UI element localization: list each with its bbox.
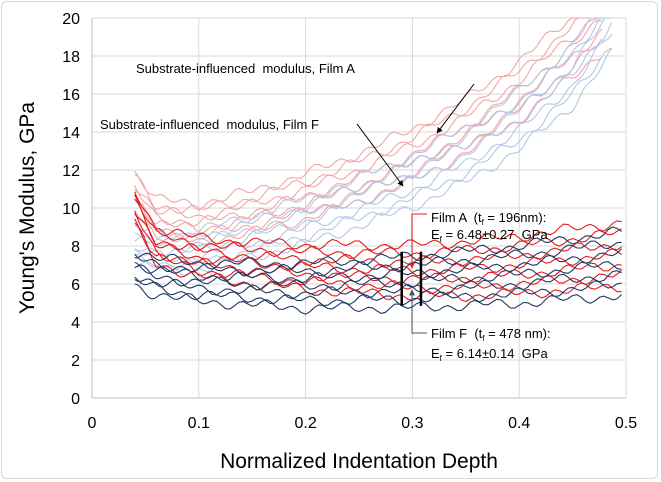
series-line	[134, 17, 602, 221]
annotation-film-a-modulus: Ef = 6.48±0.27 GPa	[431, 227, 548, 244]
y-tick-label: 14	[62, 125, 80, 142]
series-line	[134, 276, 622, 307]
series-line	[134, 226, 622, 270]
annotations: Substrate-influenced modulus, Film A Sub…	[100, 61, 551, 363]
arrow-film-f-substrate	[356, 123, 404, 187]
y-tick-label: 10	[62, 201, 80, 218]
x-tick-label: 0	[88, 415, 97, 432]
series-line	[134, 211, 622, 286]
tick-labels: 0 0.1 0.2 0.3 0.4 0.5 0 2 4 6 8 10 12 14 16 18 20	[62, 11, 637, 432]
series-line	[134, 21, 613, 257]
x-tick-label: 0.3	[401, 415, 423, 432]
series-line	[134, 248, 622, 284]
y-tick-label: 6	[71, 277, 80, 294]
x-tick-label: 0.4	[508, 415, 530, 432]
series-line	[134, 218, 622, 294]
series-line	[134, 283, 622, 315]
series-line	[134, 17, 612, 244]
arrow-film-a-substrate	[436, 83, 475, 134]
series-group	[134, 17, 622, 315]
annotation-film-a-substrate: Substrate-influenced modulus, Film A	[136, 61, 355, 76]
series-line	[134, 191, 622, 251]
x-axis-label: Normalized Indentation Depth	[220, 450, 498, 473]
series-line	[134, 261, 622, 291]
y-tick-label: 4	[71, 315, 80, 332]
annotation-film-f-substrate: Substrate-influenced modulus, Film F	[100, 117, 319, 132]
y-axis-label: Young's Modulus, GPa	[16, 102, 39, 315]
y-tick-label: 20	[62, 11, 80, 28]
series-line	[134, 17, 602, 214]
series-line	[134, 213, 622, 277]
axes	[91, 18, 626, 399]
series-line	[134, 198, 622, 269]
series-line	[134, 240, 622, 277]
arrow-film-f	[409, 289, 427, 334]
series-line	[134, 222, 622, 303]
annotation-film-f-thickness: Film F (tf = 478 nm):	[431, 326, 551, 343]
series-line	[134, 33, 613, 264]
y-tick-label: 18	[62, 49, 80, 66]
series-line	[134, 194, 622, 259]
x-tick-label: 0.5	[615, 415, 637, 432]
y-tick-label: 12	[62, 163, 80, 180]
arrow-film-a	[409, 213, 427, 269]
x-tick-label: 0.2	[294, 415, 316, 432]
annotation-film-f-modulus: Ef = 6.14±0.14 GPa	[431, 346, 548, 363]
y-tick-label: 0	[71, 391, 80, 408]
annotation-film-a-thickness: Film A (tf = 196nm):	[431, 210, 546, 227]
y-tick-label: 16	[62, 87, 80, 104]
y-tick-label: 2	[71, 353, 80, 370]
series-line	[134, 17, 602, 211]
x-tick-label: 0.1	[188, 415, 210, 432]
y-tick-label: 8	[71, 239, 80, 256]
grid	[92, 17, 627, 398]
